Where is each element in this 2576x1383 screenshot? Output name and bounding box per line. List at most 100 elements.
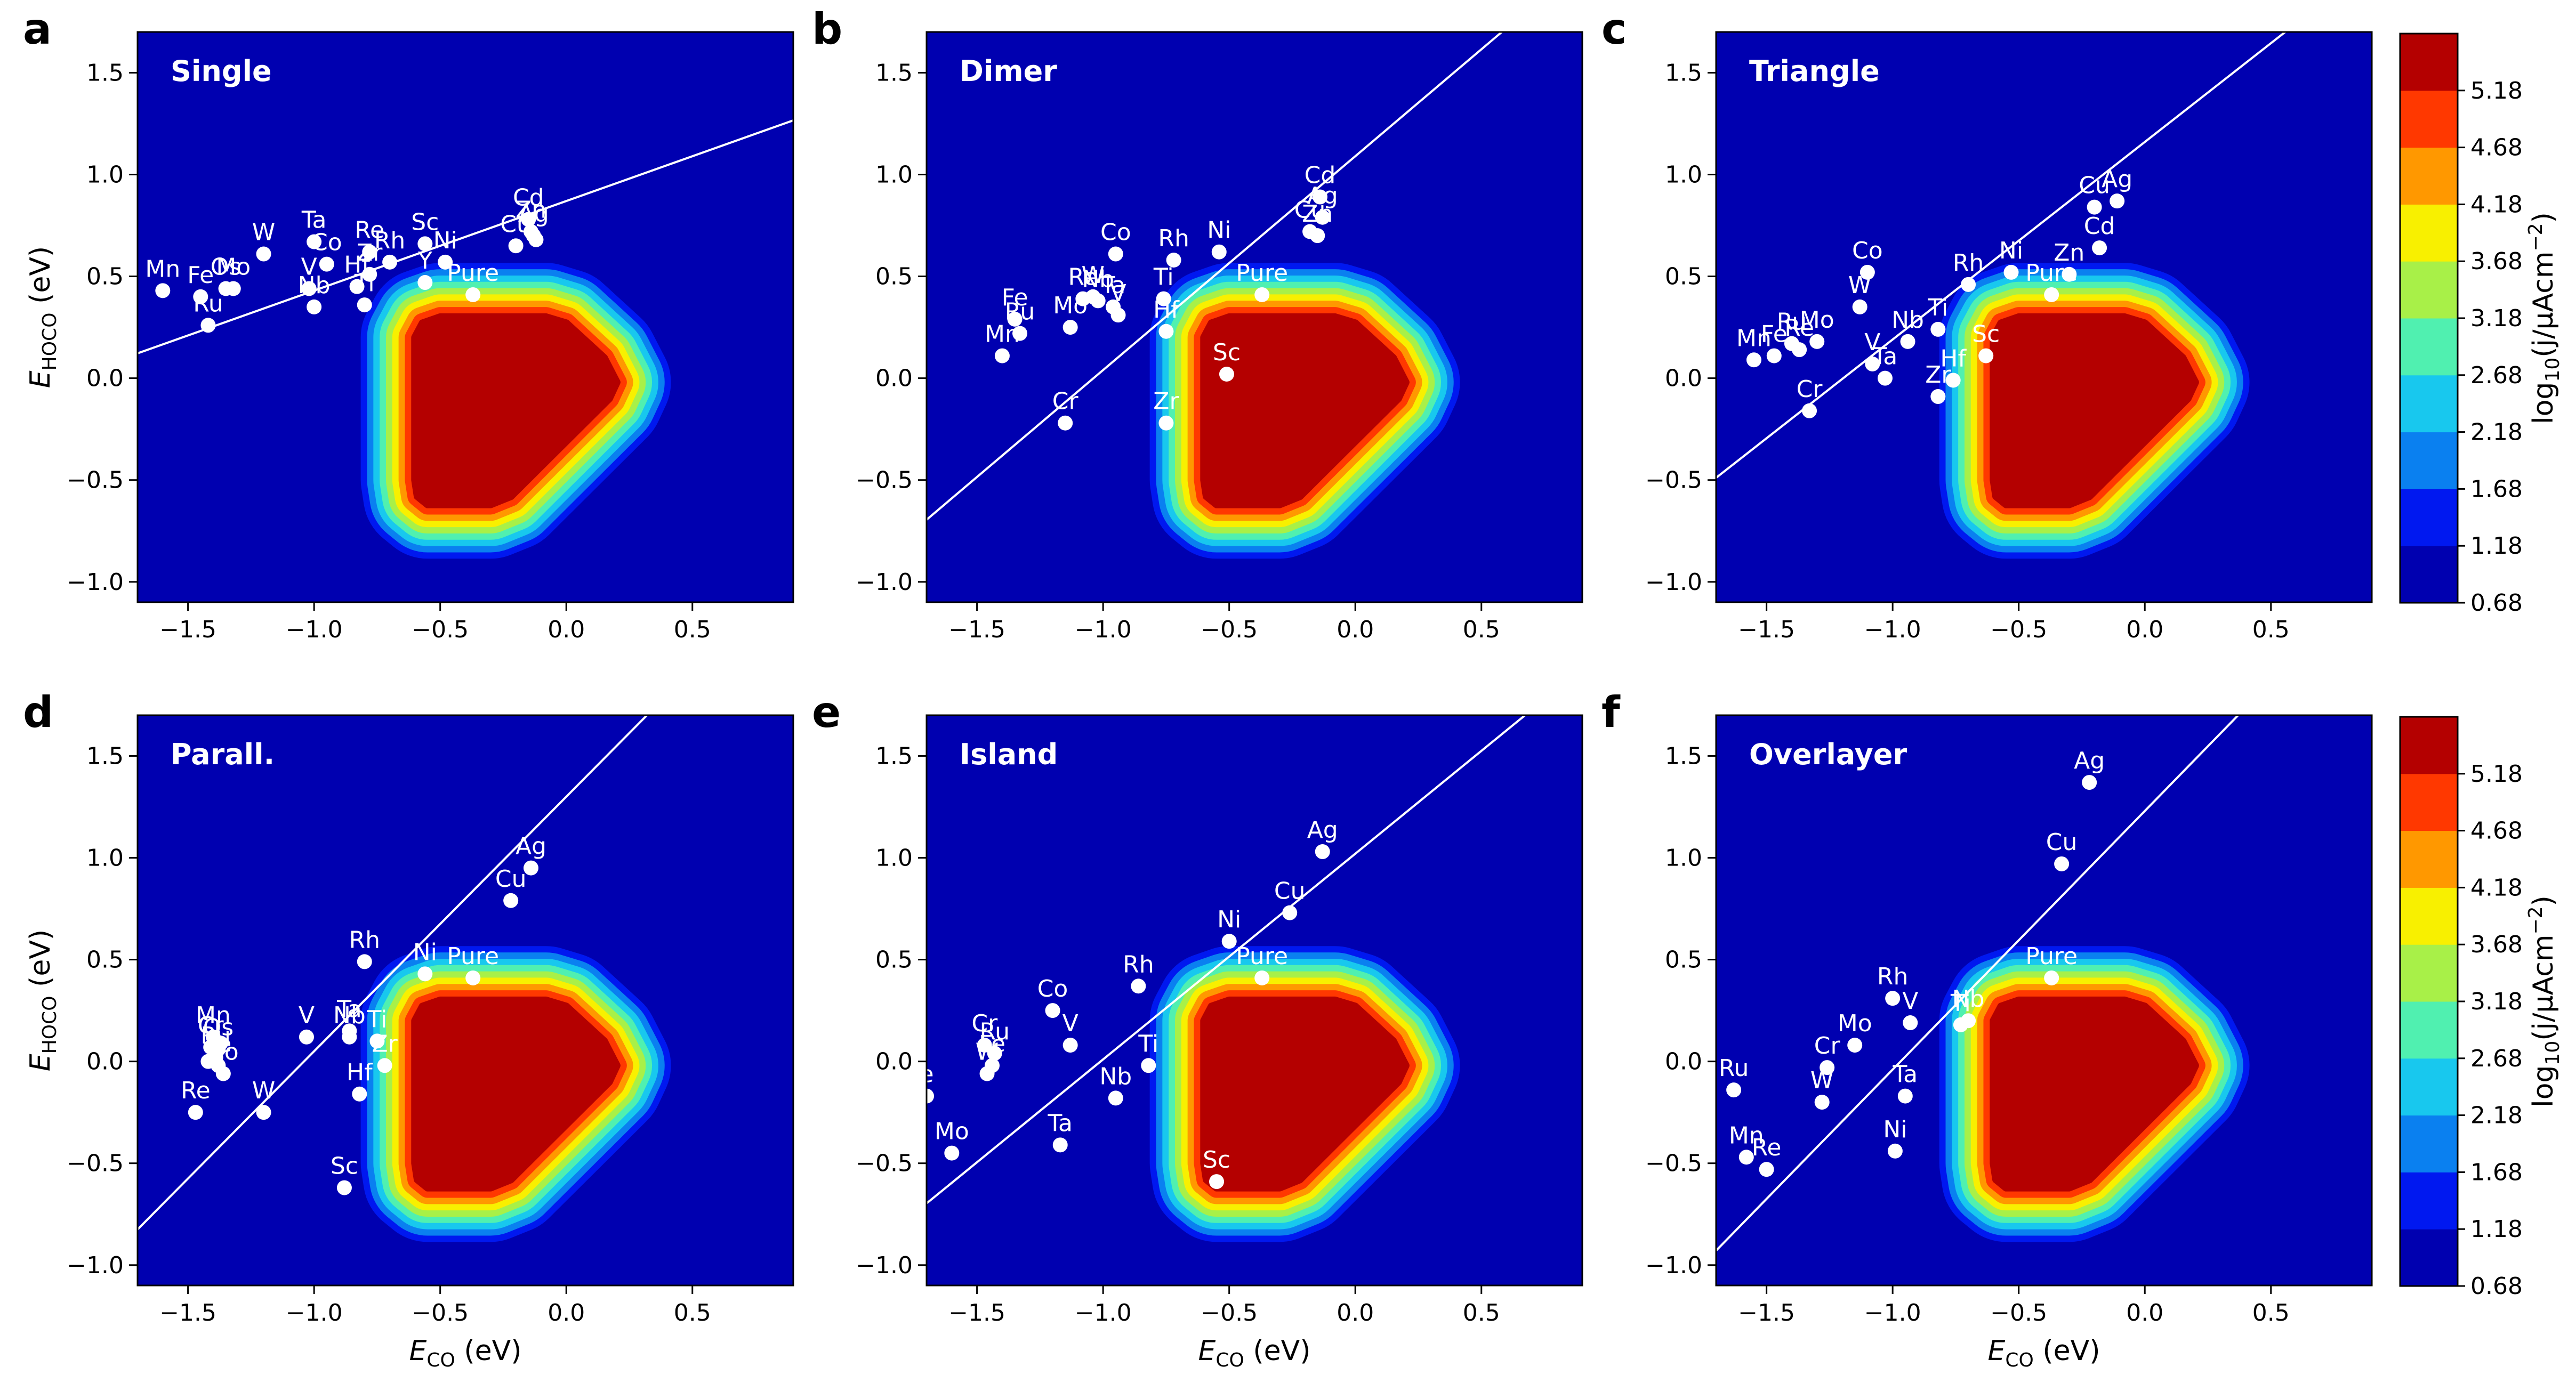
point-nb — [307, 299, 322, 314]
x-tick-label: −1.0 — [286, 616, 343, 643]
point-label: Sc — [331, 1153, 358, 1180]
point-unlabeled — [200, 1054, 216, 1069]
point-ru — [200, 318, 216, 333]
point-label: Cd — [2084, 213, 2115, 240]
y-tick-label: −1.0 — [67, 569, 124, 596]
colorbar-segment — [2400, 90, 2458, 148]
x-tick-label: 0.5 — [674, 1299, 711, 1327]
point-label: Co — [311, 229, 342, 256]
scaling-line — [138, 715, 649, 1231]
point-label: Hf — [1153, 296, 1180, 323]
y-tick-label: 0.5 — [875, 263, 913, 290]
point-mo — [1847, 1038, 1863, 1053]
point-label: Hf — [347, 1059, 373, 1086]
y-tick-label: 1.5 — [86, 742, 124, 770]
point-label: Nb — [298, 272, 331, 299]
point-label: Ag — [1307, 816, 1338, 844]
point-label: Mo — [216, 254, 251, 281]
point-label: Sc — [411, 208, 439, 236]
point-mo — [944, 1145, 960, 1161]
y-tick-label: 0.0 — [1665, 1048, 1702, 1075]
contour-level-9 — [1990, 313, 2199, 508]
y-tick-label: 0.0 — [875, 1048, 913, 1075]
point-label: Mo — [1053, 292, 1088, 319]
point-label: Cu — [1274, 878, 1306, 905]
x-tick-label: −1.0 — [1864, 1299, 1921, 1327]
colorbar-tick-label: 1.68 — [2470, 475, 2523, 503]
point-label: Cu — [500, 211, 532, 238]
point-nb — [1961, 1013, 1976, 1029]
point-label: Fe — [1002, 284, 1028, 311]
point-v — [1062, 1038, 1078, 1053]
point-label: V — [301, 254, 317, 281]
colorbar-2: 0.68 1.18 1.68 2.18 2.68 3.18 3.68 4.18 4.68 5.18… — [2399, 716, 2564, 1300]
colorbar-tick-label: 3.18 — [2470, 305, 2523, 332]
point-cu — [508, 238, 524, 254]
point-co — [1045, 1003, 1060, 1018]
scaling-line — [927, 32, 1504, 521]
y-tick-label: 0.5 — [86, 263, 124, 290]
colorbar-segment — [2400, 375, 2458, 433]
x-tick-label: 0.0 — [548, 1299, 585, 1327]
point-fe — [1007, 311, 1023, 327]
point-ti — [369, 1033, 385, 1049]
colorbar-segment — [2400, 489, 2458, 546]
point-label: Mn — [196, 1002, 231, 1029]
point-sc — [1219, 367, 1234, 382]
point-label: Y — [417, 247, 432, 274]
y-tick-label: −0.5 — [856, 467, 913, 494]
point-pure — [1254, 970, 1270, 985]
point-ag — [2082, 775, 2097, 790]
panel-letter: f — [1601, 688, 1621, 737]
colorbar-tick-label: 5.18 — [2470, 77, 2523, 104]
point-label: W — [1081, 262, 1105, 289]
colorbar-tick-label: 4.68 — [2470, 134, 2523, 161]
contour-level-9 — [411, 313, 621, 508]
point-pure — [2044, 287, 2059, 302]
point-label: Ni — [1999, 237, 2023, 264]
point-label: Hf — [1940, 345, 1967, 372]
point-label: Ag — [518, 200, 549, 228]
colorbar-tick-label: 4.68 — [2470, 818, 2523, 845]
point-label: Mo — [1838, 1010, 1872, 1037]
point-label: Ag — [516, 833, 546, 860]
point-label: Ni — [413, 939, 437, 966]
point-cu — [503, 893, 519, 908]
point-nb — [342, 1029, 357, 1045]
point-label: Mn — [985, 321, 1020, 348]
y-tick-label: −0.5 — [1645, 1150, 1702, 1177]
point-mo — [1809, 334, 1825, 349]
x-tick-label: 0.5 — [2252, 1299, 2290, 1327]
scatter-points: MnCrOsRuFeCoReWVTaNbTiZrHfScRhNiPureCuAg — [181, 833, 546, 1195]
point-ag — [1315, 844, 1330, 860]
colorbar-label: log10(j/μAcm−2) — [2525, 895, 2564, 1107]
point-w — [979, 1066, 995, 1081]
point-label: Ni — [1207, 217, 1231, 244]
point-hf — [1158, 323, 1174, 339]
colorbar-tick-label: 2.18 — [2470, 419, 2523, 446]
point-sc — [336, 1180, 352, 1195]
point-pure — [1254, 287, 1270, 302]
y-tick-label: 0.0 — [875, 365, 913, 392]
point-label: Nb — [1099, 1063, 1132, 1090]
point-ti — [1930, 321, 1946, 337]
point-rh — [1885, 991, 1901, 1006]
point-unlabeled — [213, 1036, 229, 1051]
point-label: Zn — [1302, 200, 1333, 228]
x-tick-label: 0.0 — [1337, 1299, 1374, 1327]
point-v — [299, 1029, 314, 1045]
point-label: Ta — [301, 207, 327, 234]
point-mn — [155, 283, 171, 298]
activity-contours — [1149, 263, 1460, 559]
point-label: Ta — [1047, 1110, 1073, 1137]
point-label: Rh — [1123, 951, 1154, 978]
colorbar-1: 0.68 1.18 1.68 2.18 2.68 3.18 3.68 4.18 4.68 5.18… — [2399, 33, 2564, 617]
y-tick-label: 1.0 — [86, 845, 124, 872]
point-ru — [1012, 326, 1028, 341]
colorbar-segment — [2400, 773, 2458, 831]
point-re — [1792, 342, 1807, 358]
colorbar-tick-label: 1.18 — [2470, 532, 2523, 560]
